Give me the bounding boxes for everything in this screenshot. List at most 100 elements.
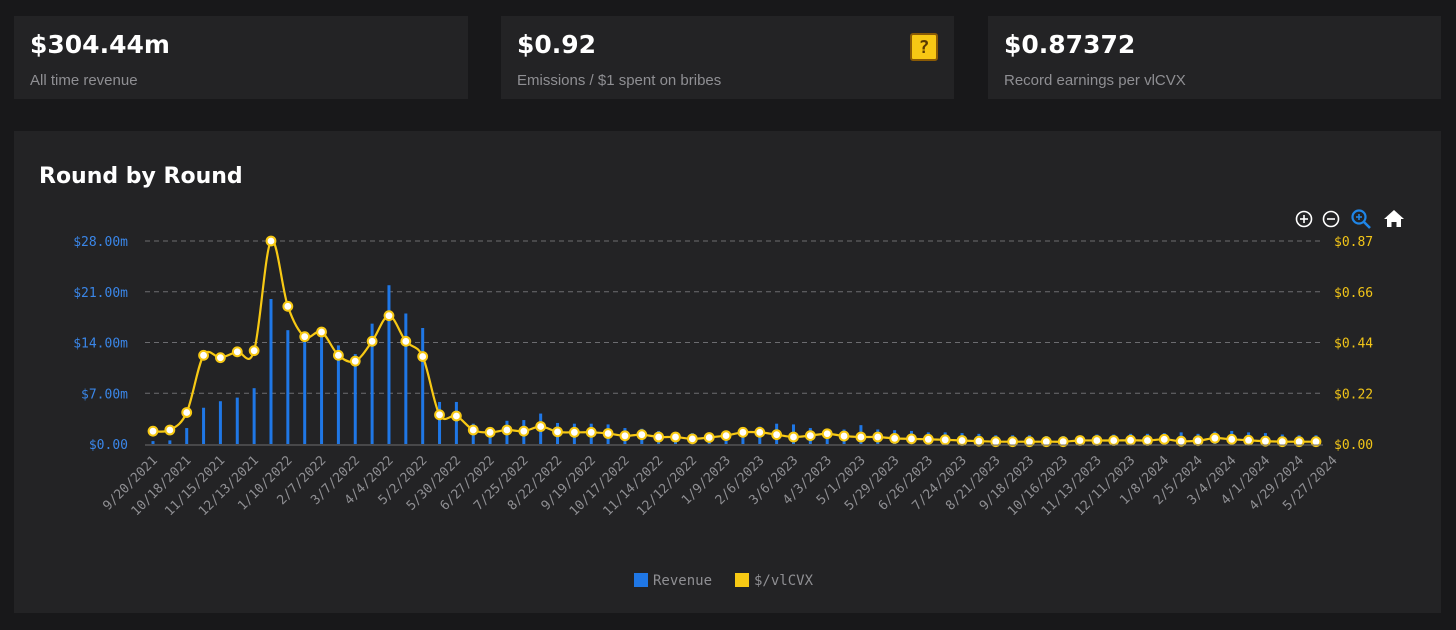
vlcvx-point[interactable] bbox=[973, 435, 985, 447]
revenue-bar[interactable] bbox=[320, 333, 324, 444]
vlcvx-point[interactable] bbox=[316, 326, 327, 338]
vlcvx-point[interactable] bbox=[417, 351, 429, 362]
vlcvx-point[interactable] bbox=[265, 235, 277, 247]
vlcvx-point[interactable] bbox=[1007, 436, 1019, 448]
vlcvx-point[interactable] bbox=[535, 421, 547, 432]
revenue-bar[interactable] bbox=[185, 428, 189, 444]
vlcvx-point[interactable] bbox=[366, 335, 378, 347]
vlcvx-point[interactable] bbox=[1074, 435, 1086, 446]
vlcvx-point[interactable] bbox=[855, 431, 867, 443]
vlcvx-point[interactable] bbox=[333, 349, 344, 361]
vlcvx-point[interactable] bbox=[181, 407, 193, 418]
vlcvx-point[interactable] bbox=[1040, 436, 1052, 448]
vlcvx-point[interactable] bbox=[450, 410, 462, 422]
vlcvx-point[interactable] bbox=[653, 431, 665, 443]
vlcvx-point[interactable] bbox=[670, 431, 681, 443]
vlcvx-point[interactable] bbox=[737, 426, 749, 438]
vlcvx-point[interactable] bbox=[1108, 435, 1120, 446]
revenue-bar[interactable] bbox=[353, 354, 357, 444]
revenue-bar[interactable] bbox=[421, 328, 425, 444]
vlcvx-point[interactable] bbox=[1276, 436, 1288, 448]
vlcvx-point[interactable] bbox=[282, 300, 294, 312]
vlcvx-point[interactable] bbox=[518, 425, 530, 437]
vlcvx-point[interactable] bbox=[400, 335, 412, 347]
vlcvx-point[interactable] bbox=[922, 433, 934, 445]
revenue-bar[interactable] bbox=[168, 440, 172, 444]
vlcvx-point[interactable] bbox=[889, 433, 901, 444]
vlcvx-point[interactable] bbox=[1192, 435, 1204, 447]
revenue-bar[interactable] bbox=[252, 388, 256, 444]
left-axis: $0.00 $7.00m $14.00m $21.00m $28.00m bbox=[73, 235, 128, 453]
vlcvx-point[interactable] bbox=[754, 426, 766, 438]
revenue-bar[interactable] bbox=[286, 330, 290, 444]
zoom-in-icon[interactable] bbox=[1295, 210, 1313, 228]
vlcvx-point[interactable] bbox=[990, 436, 1002, 448]
home-icon[interactable] bbox=[1384, 210, 1404, 227]
vlcvx-point[interactable] bbox=[1243, 434, 1254, 446]
revenue-bar[interactable] bbox=[202, 407, 206, 444]
vlcvx-point[interactable] bbox=[1057, 436, 1069, 448]
vlcvx-point[interactable] bbox=[299, 331, 311, 343]
vlcvx-point[interactable] bbox=[1142, 435, 1153, 446]
vlcvx-point[interactable] bbox=[198, 349, 209, 361]
vlcvx-point[interactable] bbox=[147, 425, 159, 437]
vlcvx-point[interactable] bbox=[771, 429, 783, 441]
revenue-bar[interactable] bbox=[741, 431, 745, 444]
revenue-bar[interactable] bbox=[218, 401, 222, 444]
vlcvx-point[interactable] bbox=[906, 433, 917, 445]
vlcvx-point[interactable] bbox=[1260, 435, 1271, 447]
vlcvx-point[interactable] bbox=[585, 426, 597, 438]
vlcvx-point[interactable] bbox=[231, 346, 243, 358]
revenue-bar[interactable] bbox=[454, 401, 458, 444]
vlcvx-point[interactable] bbox=[1293, 436, 1305, 448]
vlcvx-point[interactable] bbox=[872, 431, 884, 443]
revenue-bar[interactable] bbox=[387, 285, 391, 444]
revenue-bar[interactable] bbox=[151, 441, 155, 444]
vlcvx-point[interactable] bbox=[552, 426, 563, 438]
revenue-bar[interactable] bbox=[370, 323, 374, 444]
vlcvx-point[interactable] bbox=[434, 409, 445, 421]
vlcvx-point[interactable] bbox=[838, 430, 850, 442]
vlcvx-point[interactable] bbox=[1158, 433, 1170, 445]
revenue-bar[interactable] bbox=[336, 345, 340, 444]
left-tick-label: $7.00m bbox=[81, 387, 128, 402]
legend-item-vlcvx[interactable]: $/vlCVX bbox=[735, 573, 814, 589]
vlcvx-point[interactable] bbox=[1125, 434, 1136, 446]
revenue-bar[interactable] bbox=[438, 401, 442, 444]
vlcvx-point[interactable] bbox=[1091, 435, 1103, 446]
question-block-icon[interactable]: ? bbox=[910, 33, 938, 61]
vlcvx-point[interactable] bbox=[1310, 436, 1322, 448]
vlcvx-point[interactable] bbox=[821, 428, 833, 440]
vlcvx-point[interactable] bbox=[568, 426, 580, 438]
vlcvx-point[interactable] bbox=[788, 431, 799, 443]
vlcvx-point[interactable] bbox=[939, 434, 951, 446]
vlcvx-point[interactable] bbox=[349, 355, 361, 367]
revenue-bar[interactable] bbox=[404, 313, 408, 445]
vlcvx-point[interactable] bbox=[164, 424, 176, 436]
revenue-bar[interactable] bbox=[269, 299, 273, 444]
chart-toolbar bbox=[1295, 209, 1404, 229]
vlcvx-point[interactable] bbox=[636, 429, 648, 441]
magnifier-zoom-icon[interactable] bbox=[1351, 209, 1371, 229]
vlcvx-point[interactable] bbox=[467, 424, 479, 436]
vlcvx-point[interactable] bbox=[215, 352, 226, 364]
vlcvx-point[interactable] bbox=[686, 433, 698, 445]
vlcvx-point[interactable] bbox=[1175, 435, 1187, 447]
vlcvx-point[interactable] bbox=[720, 430, 732, 442]
vlcvx-point[interactable] bbox=[248, 345, 260, 357]
vlcvx-point[interactable] bbox=[501, 424, 513, 436]
vlcvx-point[interactable] bbox=[383, 310, 395, 322]
vlcvx-point[interactable] bbox=[1024, 436, 1035, 448]
vlcvx-point[interactable] bbox=[804, 430, 816, 442]
vlcvx-point[interactable] bbox=[1209, 432, 1221, 444]
vlcvx-point[interactable] bbox=[602, 428, 614, 439]
legend-item-revenue[interactable]: Revenue bbox=[634, 573, 712, 589]
vlcvx-point[interactable] bbox=[956, 435, 968, 446]
vlcvx-point[interactable] bbox=[703, 432, 715, 443]
zoom-out-icon[interactable] bbox=[1322, 210, 1340, 228]
revenue-bar[interactable] bbox=[303, 335, 307, 444]
revenue-bar[interactable] bbox=[235, 397, 239, 444]
vlcvx-point[interactable] bbox=[1226, 433, 1238, 445]
vlcvx-point[interactable] bbox=[484, 426, 496, 438]
vlcvx-point[interactable] bbox=[619, 430, 631, 442]
